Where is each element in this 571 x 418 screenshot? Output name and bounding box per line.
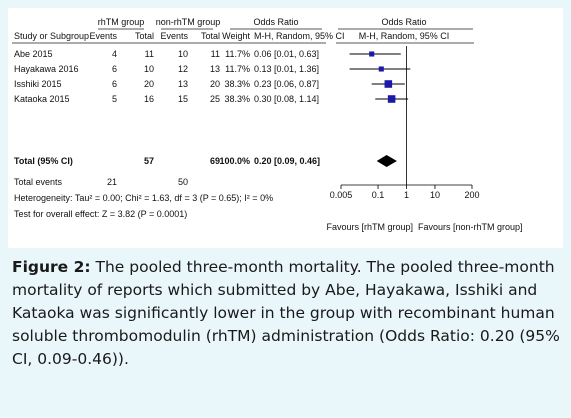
study-total-2: 13 [210, 64, 220, 74]
total-ci-text: 0.20 [0.09, 0.46] [254, 156, 320, 166]
effect-square [384, 80, 393, 88]
study-total-1: 20 [144, 79, 154, 89]
study-weight: 11.7% [225, 64, 250, 74]
favours-right-label: Favours [non-rhTM group] [418, 222, 523, 232]
total-label: Total (95% CI) [14, 156, 73, 166]
effect-header: Odds Ratio [253, 17, 298, 27]
total-events-e2: 50 [178, 177, 188, 187]
events2-col-header: Events [160, 31, 188, 41]
study-name: Kataoka 2015 [14, 94, 70, 104]
group2-header: non-rhTM group [156, 17, 221, 27]
study-total-2: 20 [210, 79, 220, 89]
study-total-1: 11 [145, 49, 154, 59]
total-t1: 57 [144, 156, 154, 166]
study-rows: Abe 2015 4 11 10 11 11.7% 0.06 [0.01, 0.63] Hay… [14, 49, 319, 104]
figure-caption: Figure 2: The pooled three-month mortali… [12, 256, 562, 371]
events1-col-header: Events [89, 31, 117, 41]
study-row: Kataoka 2015 5 16 15 25 38.3% 0.30 [0.08, 1.14… [14, 94, 319, 104]
total-diamond [376, 155, 397, 167]
effect-square [387, 95, 396, 103]
x-tick-label: 0.1 [372, 190, 385, 200]
total1-col-header: Total [135, 31, 154, 41]
study-events-2: 10 [178, 49, 188, 59]
plot-marks: 0.005 0.1 1 10 200 [330, 46, 480, 200]
effect-square [369, 51, 375, 57]
total-events-e1: 21 [107, 177, 117, 187]
study-events-1: 6 [112, 64, 117, 74]
total2-col-header: Total [201, 31, 220, 41]
study-total-2: 11 [211, 49, 220, 59]
x-tick-label: 1 [404, 190, 409, 200]
weight-col-header: Weight [222, 31, 250, 41]
study-events-1: 4 [112, 49, 117, 59]
study-name: Isshiki 2015 [14, 79, 62, 89]
overall-effect-text: Test for overall effect: Z = 3.82 (P = 0… [14, 209, 187, 219]
study-name: Abe 2015 [14, 49, 53, 59]
study-events-1: 5 [112, 94, 117, 104]
study-col-header: Study or Subgroup [14, 31, 89, 41]
study-events-1: 6 [112, 79, 117, 89]
method-col-header: M-H, Random, 95% CI [254, 31, 345, 41]
study-weight: 38.3% [224, 79, 250, 89]
total-weight: 100.0% [219, 156, 250, 166]
study-events-2: 15 [178, 94, 188, 104]
heterogeneity-text: Heterogeneity: Tau² = 0.00; Chi² = 1.63,… [14, 193, 273, 203]
favours-left-label: Favours [rhTM group] [326, 222, 413, 232]
study-weight: 11.7% [225, 49, 250, 59]
total-t2: 69 [210, 156, 220, 166]
study-ci-text: 0.13 [0.01, 1.36] [254, 64, 319, 74]
study-ci-text: 0.30 [0.08, 1.14] [254, 94, 319, 104]
study-name: Hayakawa 2016 [14, 64, 79, 74]
plot-header: Odds Ratio [381, 17, 426, 27]
study-row: Abe 2015 4 11 10 11 11.7% 0.06 [0.01, 0.63] [14, 49, 319, 59]
forest-plot: rhTM group non-rhTM group Odds Ratio Odd… [12, 17, 523, 232]
group1-header: rhTM group [98, 17, 145, 27]
caption-text: The pooled three-month mortality. The po… [12, 258, 560, 368]
study-total-2: 25 [210, 94, 220, 104]
x-tick-label: 10 [430, 190, 440, 200]
x-tick-label: 200 [464, 190, 479, 200]
caption-label: Figure 2: [12, 258, 91, 276]
study-ci-text: 0.23 [0.06, 0.87] [254, 79, 319, 89]
plot-method-header: M-H, Random, 95% CI [359, 31, 450, 41]
study-ci-text: 0.06 [0.01, 0.63] [254, 49, 319, 59]
study-events-2: 13 [178, 79, 188, 89]
study-total-1: 10 [144, 64, 154, 74]
effect-square [378, 66, 384, 72]
study-row: Isshiki 2015 6 20 13 20 38.3% 0.23 [0.06, 0.87… [14, 79, 319, 89]
study-total-1: 16 [144, 94, 154, 104]
total-events-label: Total events [14, 177, 63, 187]
study-events-2: 12 [178, 64, 188, 74]
study-row: Hayakawa 2016 6 10 12 13 11.7% 0.13 [0.01, 1.3… [14, 64, 319, 74]
forest-plot-panel: rhTM group non-rhTM group Odds Ratio Odd… [8, 8, 563, 248]
study-weight: 38.3% [224, 94, 250, 104]
x-tick-label: 0.005 [330, 190, 353, 200]
